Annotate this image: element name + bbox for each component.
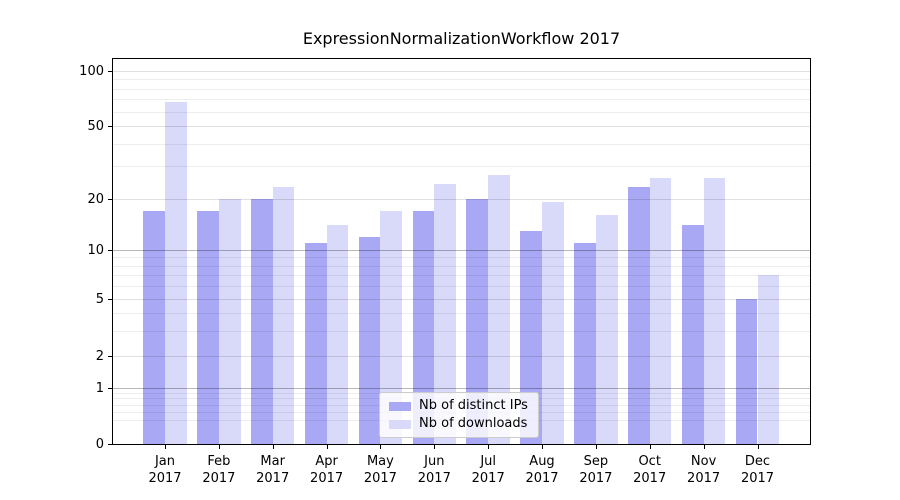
bar-distinct-ips-may (358, 236, 381, 444)
bar-distinct-ips-mar (250, 198, 273, 444)
x-tick-mark (649, 445, 651, 449)
x-tick-mark (542, 445, 543, 449)
gridline (113, 99, 810, 101)
bar-distinct-ips-jul (466, 198, 489, 444)
y-tick-label: 20 (87, 192, 104, 207)
legend-label-downloads: Nb of downloads (419, 416, 528, 431)
bar-distinct-ips-oct (627, 187, 650, 444)
bar-distinct-ips-jun (412, 210, 435, 444)
x-tick-mark (380, 445, 382, 449)
y-tick-label: 0 (95, 437, 104, 452)
legend-swatch-distinct-ips (389, 401, 411, 411)
x-tick-mark (703, 445, 705, 449)
bar-downloads-oct (649, 177, 672, 444)
chart-title: ExpressionNormalizationWorkflow 2017 (302, 29, 621, 48)
bar-downloads-jul (488, 174, 510, 444)
gridline (113, 356, 810, 357)
gridline (113, 111, 810, 113)
x-tick-label-apr: Apr 2017 (310, 454, 344, 486)
x-tick-mark (218, 445, 220, 449)
legend-item-distinct-ips: Nb of distinct IPs (389, 399, 528, 413)
gridline (113, 198, 810, 200)
x-tick-mark (488, 445, 490, 449)
gridline (113, 250, 810, 251)
y-tick-mark (108, 126, 113, 127)
y-tick-label: 1 (95, 381, 104, 396)
y-tick-label: 100 (79, 64, 104, 79)
bar-downloads-jun (434, 184, 457, 444)
x-tick-label-sep: Sep 2017 (579, 454, 613, 486)
legend-swatch-downloads (389, 419, 411, 429)
y-tick-label: 50 (87, 119, 104, 134)
bar-downloads-jan (165, 101, 187, 444)
y-tick-label: 2 (95, 349, 104, 364)
y-tick-mark (108, 444, 113, 445)
gridline (113, 388, 810, 389)
y-tick-mark (108, 356, 113, 357)
x-tick-label-oct: Oct 2017 (633, 454, 667, 486)
x-tick-label-may: May 2017 (363, 454, 397, 486)
x-tick-mark (434, 445, 436, 449)
bar-downloads-feb (218, 198, 241, 444)
bar-downloads-may (380, 210, 403, 444)
legend: Nb of distinct IPs Nb of downloads (379, 392, 539, 438)
gridline (113, 143, 810, 145)
gridline (113, 71, 810, 72)
bar-distinct-ips-aug (520, 230, 542, 444)
bar-distinct-ips-feb (197, 210, 219, 444)
y-tick-mark (108, 388, 113, 389)
plot-area (113, 59, 810, 444)
x-tick-label-aug: Aug 2017 (525, 454, 559, 486)
gridline (113, 312, 810, 314)
gridline (113, 257, 810, 259)
bar-distinct-ips-nov (681, 225, 704, 444)
y-tick-mark (108, 299, 113, 300)
gridline (113, 126, 810, 127)
x-tick-label-mar: Mar 2017 (256, 454, 290, 486)
y-tick-label: 10 (87, 243, 104, 258)
legend-item-downloads: Nb of downloads (389, 417, 528, 431)
x-tick-mark (757, 445, 759, 449)
x-tick-label-jul: Jul 2017 (471, 454, 505, 486)
x-tick-label-jan: Jan 2017 (148, 454, 182, 486)
bar-downloads-aug (542, 202, 564, 444)
x-tick-label-dec: Dec 2017 (740, 454, 775, 486)
x-tick-mark (165, 445, 166, 449)
bar-downloads-dec (757, 275, 780, 444)
bar-distinct-ips-jan (143, 210, 165, 444)
gridline (113, 265, 810, 267)
gridline (113, 166, 810, 168)
gridline (113, 330, 810, 332)
x-tick-mark (595, 445, 597, 449)
x-tick-mark (272, 445, 274, 449)
bar-distinct-ips-apr (304, 242, 327, 444)
x-tick-mark (326, 445, 328, 449)
gridline (113, 88, 810, 90)
y-tick-mark (108, 71, 113, 72)
gridline (113, 79, 810, 81)
bar-downloads-nov (703, 177, 726, 444)
bar-downloads-sep (595, 215, 618, 444)
y-tick-mark (108, 250, 113, 251)
x-tick-label-feb: Feb 2017 (202, 454, 236, 486)
x-tick-label-nov: Nov 2017 (687, 454, 721, 486)
gridline (113, 299, 810, 300)
bar-distinct-ips-sep (574, 242, 596, 444)
x-tick-label-jun: Jun 2017 (417, 454, 451, 486)
bar-downloads-apr (326, 225, 349, 444)
gridline (113, 286, 810, 288)
bar-downloads-mar (272, 187, 295, 444)
gridline (113, 275, 810, 277)
y-tick-label: 5 (95, 292, 104, 307)
bar-distinct-ips-dec (735, 299, 758, 444)
legend-label-distinct-ips: Nb of distinct IPs (419, 398, 528, 413)
y-tick-mark (108, 199, 113, 200)
